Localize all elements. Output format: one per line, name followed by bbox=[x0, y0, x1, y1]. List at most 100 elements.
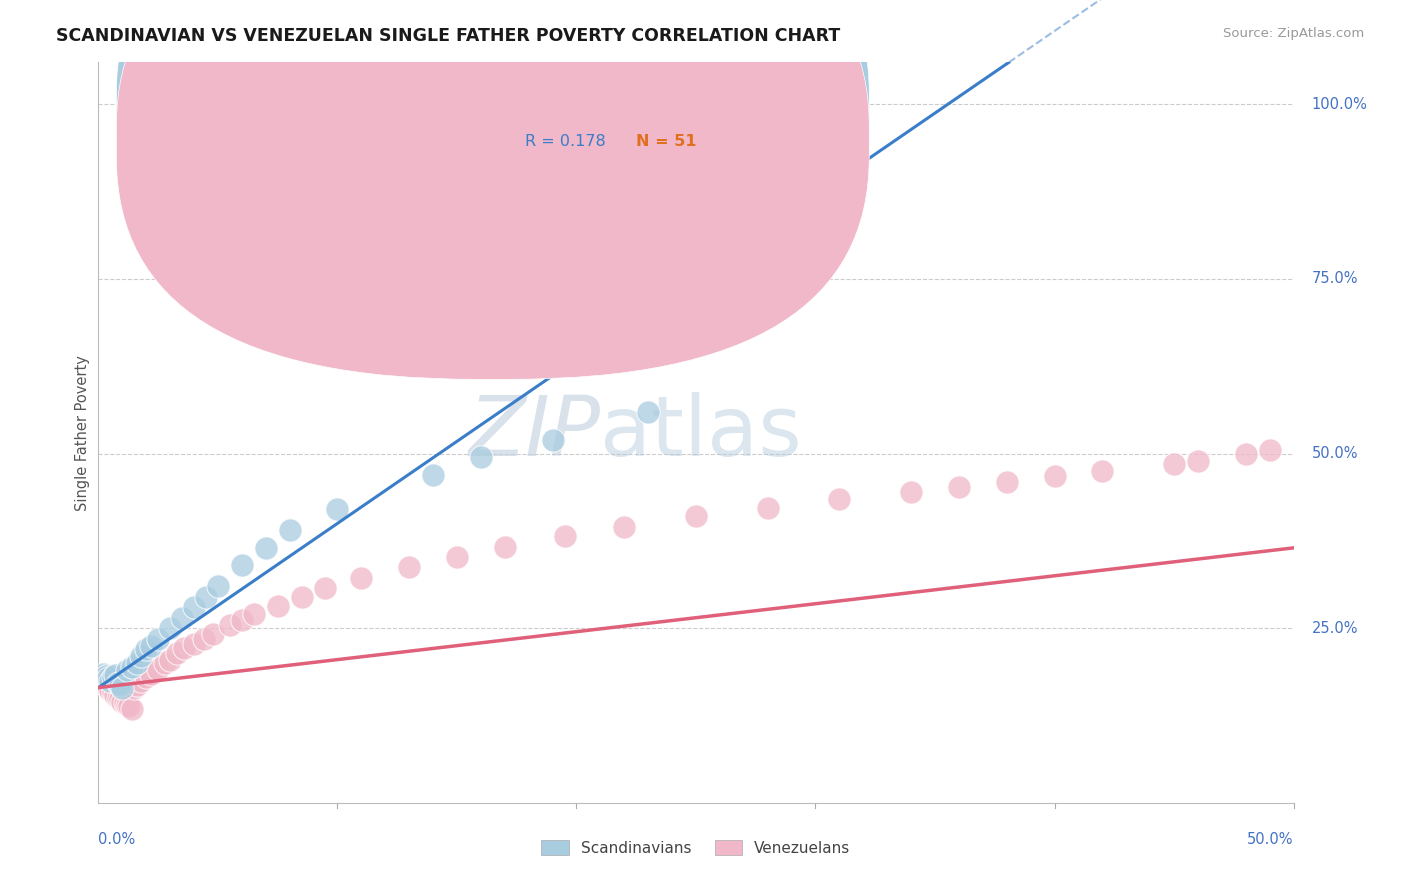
Point bbox=[326, 502, 349, 516]
Point bbox=[804, 97, 827, 112]
Point bbox=[101, 670, 124, 684]
Point bbox=[148, 662, 170, 676]
FancyBboxPatch shape bbox=[117, 0, 869, 379]
Point bbox=[1091, 464, 1114, 478]
Point bbox=[94, 668, 117, 682]
Point bbox=[828, 491, 851, 506]
Point bbox=[207, 579, 229, 593]
Point bbox=[350, 571, 373, 585]
Text: 25.0%: 25.0% bbox=[1312, 621, 1358, 636]
Point bbox=[685, 509, 707, 524]
Text: atlas: atlas bbox=[600, 392, 801, 473]
Text: 100.0%: 100.0% bbox=[1312, 97, 1367, 112]
Point bbox=[139, 666, 162, 681]
Point bbox=[637, 405, 659, 419]
Point bbox=[494, 540, 516, 554]
Point bbox=[278, 524, 301, 538]
Point bbox=[243, 607, 266, 622]
Point bbox=[104, 688, 127, 702]
Point bbox=[494, 97, 516, 112]
Point bbox=[697, 97, 720, 112]
Point bbox=[97, 672, 120, 686]
Point bbox=[219, 617, 242, 632]
Point bbox=[554, 529, 576, 543]
Point bbox=[91, 675, 114, 690]
Point bbox=[422, 467, 444, 482]
Point bbox=[995, 475, 1018, 489]
Point bbox=[148, 632, 170, 646]
Point bbox=[602, 97, 624, 112]
Text: ZIP: ZIP bbox=[468, 392, 600, 473]
Point bbox=[900, 485, 922, 500]
Point bbox=[398, 559, 420, 574]
Point bbox=[637, 97, 659, 112]
Point bbox=[135, 642, 157, 657]
Point bbox=[101, 685, 124, 699]
Point bbox=[104, 668, 127, 682]
Point bbox=[159, 621, 181, 635]
Point bbox=[131, 673, 153, 688]
FancyBboxPatch shape bbox=[117, 0, 869, 346]
Text: R = 0.178: R = 0.178 bbox=[524, 134, 606, 149]
Point bbox=[231, 558, 253, 573]
Point bbox=[135, 670, 157, 684]
Point bbox=[111, 681, 134, 695]
Point bbox=[159, 652, 181, 666]
Text: 0.0%: 0.0% bbox=[98, 832, 135, 847]
Point bbox=[98, 682, 122, 697]
Point bbox=[121, 701, 143, 715]
Point bbox=[115, 698, 138, 712]
Point bbox=[139, 639, 162, 653]
Point bbox=[115, 663, 138, 677]
Point bbox=[155, 656, 177, 670]
Point bbox=[94, 678, 117, 692]
Point bbox=[613, 520, 636, 534]
Point bbox=[183, 600, 205, 615]
Point bbox=[1234, 446, 1257, 460]
Text: N = 51: N = 51 bbox=[636, 134, 697, 149]
Point bbox=[183, 636, 205, 650]
Point bbox=[231, 613, 253, 627]
Point bbox=[124, 681, 146, 695]
Point bbox=[202, 627, 225, 641]
Point bbox=[756, 501, 779, 516]
Point bbox=[267, 599, 290, 613]
Point bbox=[114, 696, 136, 710]
Point bbox=[108, 692, 131, 706]
Point bbox=[709, 97, 731, 112]
Text: 50.0%: 50.0% bbox=[1312, 446, 1358, 461]
Text: 75.0%: 75.0% bbox=[1312, 271, 1358, 286]
Point bbox=[118, 699, 141, 714]
Point bbox=[1043, 469, 1066, 483]
FancyBboxPatch shape bbox=[457, 78, 720, 169]
Point bbox=[90, 672, 112, 686]
Point bbox=[121, 659, 143, 673]
Point bbox=[108, 678, 131, 692]
Text: N = 29: N = 29 bbox=[636, 101, 697, 116]
Y-axis label: Single Father Poverty: Single Father Poverty bbox=[75, 355, 90, 510]
Point bbox=[107, 691, 129, 706]
Point bbox=[1258, 443, 1281, 458]
Point bbox=[1187, 453, 1209, 467]
Point bbox=[98, 673, 122, 688]
Text: R = 0.510: R = 0.510 bbox=[524, 101, 606, 116]
Point bbox=[107, 675, 129, 690]
Point bbox=[195, 590, 218, 604]
Text: 50.0%: 50.0% bbox=[1247, 832, 1294, 847]
Point bbox=[172, 610, 194, 624]
Point bbox=[315, 581, 337, 595]
Point bbox=[166, 646, 188, 660]
Point bbox=[291, 590, 314, 604]
Point bbox=[470, 450, 492, 464]
Point bbox=[541, 433, 564, 447]
Point bbox=[446, 549, 468, 564]
Point bbox=[91, 666, 114, 681]
Point bbox=[125, 678, 148, 692]
Point bbox=[948, 480, 970, 494]
Point bbox=[1163, 457, 1185, 471]
Point bbox=[193, 632, 215, 646]
Point bbox=[131, 649, 153, 664]
Text: Source: ZipAtlas.com: Source: ZipAtlas.com bbox=[1223, 27, 1364, 40]
Point bbox=[125, 656, 148, 670]
Point bbox=[828, 97, 851, 112]
